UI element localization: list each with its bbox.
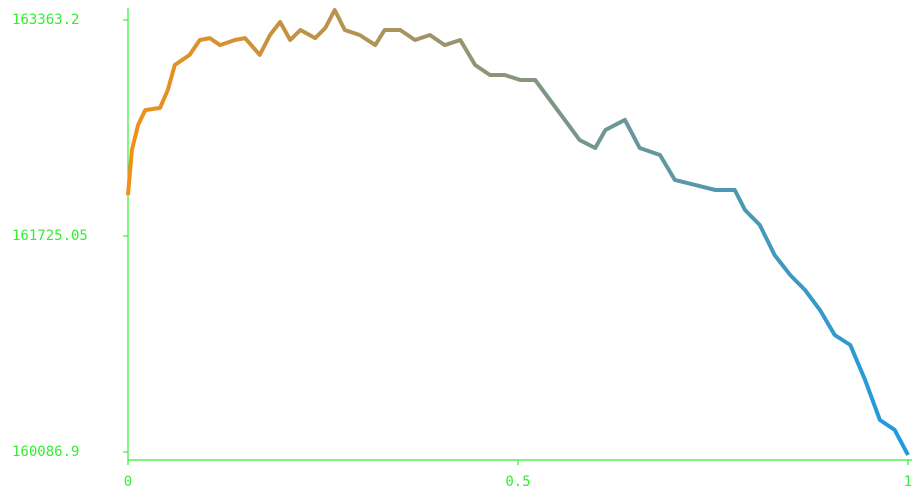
x-tick-label: 1 <box>904 474 912 490</box>
x-tick-label: 0.5 <box>505 474 530 490</box>
data-line <box>126 8 910 456</box>
y-tick-label: 160086.9 <box>12 444 79 460</box>
y-tick-label: 163363.2 <box>12 12 79 28</box>
x-tick-label: 0 <box>124 474 132 490</box>
y-tick-label: 161725.05 <box>12 228 88 244</box>
